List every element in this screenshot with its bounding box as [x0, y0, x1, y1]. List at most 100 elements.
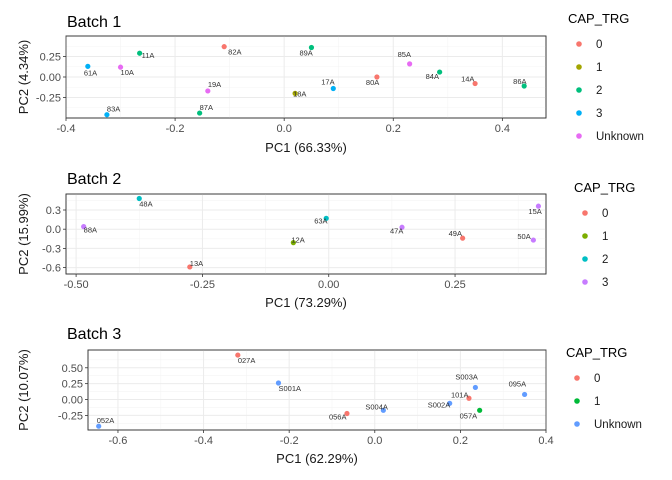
legend: CAP_TRG 0 1 Unknown — [566, 345, 642, 431]
y-axis-title: PC2 (4.34%) — [16, 40, 31, 114]
data-point-48A — [136, 195, 142, 202]
point-label: 056A — [329, 412, 347, 421]
legend-label: Unknown — [594, 419, 642, 431]
y-axis-title: PC2 (15.99%) — [16, 193, 31, 275]
legend-key — [576, 64, 582, 70]
data-point-14A — [472, 80, 478, 87]
point-label: 49A — [449, 229, 462, 238]
legend-label: 3 — [602, 277, 608, 289]
y-tick-label: 0.25 — [40, 52, 61, 64]
point-label: S001A — [278, 384, 301, 393]
point-label: 027A — [238, 356, 256, 365]
y-tick-label: 0.25 — [62, 379, 83, 391]
point-label: 13A — [190, 259, 203, 268]
x-tick-label: 0.2 — [386, 123, 401, 135]
x-tick-label: 0.4 — [538, 435, 553, 447]
x-tick-label: 0.00 — [318, 279, 339, 291]
data-point-052A — [96, 423, 102, 429]
legend-key — [576, 110, 582, 116]
legend-key — [576, 133, 582, 139]
data-point-057A — [477, 407, 483, 413]
x-axis-title: PC1 (66.33%) — [265, 140, 347, 155]
point-label: 82A — [228, 48, 241, 57]
legend-key — [576, 87, 582, 93]
data-point-49A — [460, 235, 466, 241]
y-tick-label: 0.00 — [40, 72, 61, 84]
panel-batch-1: -0.4 -0.2 0.0 0.2 0.4 -0.25 0.00 0.25 Batch 1 PC1… — [16, 11, 644, 155]
legend-key — [582, 256, 588, 262]
x-tick-label: 0.0 — [367, 435, 382, 447]
data-point-83A — [104, 112, 110, 118]
point-label: S004A — [365, 402, 388, 411]
panel-title: Batch 1 — [67, 14, 121, 31]
y-tick-label: -0.3 — [42, 243, 61, 255]
y-tick-label: -0.25 — [58, 410, 83, 422]
legend-title: CAP_TRG — [574, 180, 635, 195]
x-tick-label: 0.4 — [495, 123, 510, 135]
point-label: 14A — [461, 75, 474, 84]
panel-batch-2: -0.50 -0.25 0.00 0.25 -0.6 -0.3 0.0 0.3 Batch 2 P… — [16, 171, 635, 310]
data-point-18A — [292, 90, 298, 96]
point-label: 18A — [293, 89, 306, 98]
point-label: 12A — [291, 236, 304, 245]
data-point-12A — [290, 240, 296, 246]
legend-key — [574, 421, 580, 427]
y-axis-title: PC2 (10.07%) — [16, 349, 31, 431]
point-label: 15A — [528, 207, 541, 216]
x-tick-label: 0.25 — [444, 279, 465, 291]
x-tick-label: -0.4 — [57, 123, 76, 135]
data-point-89A — [308, 44, 315, 51]
x-tick-label: -0.2 — [280, 435, 299, 447]
y-tick-label: -0.6 — [42, 263, 61, 275]
point-label: 17A — [321, 77, 334, 86]
data-point-S001A — [275, 380, 282, 386]
legend-label: 3 — [596, 108, 602, 120]
data-point-10A — [117, 64, 124, 70]
point-label: 89A — [299, 48, 312, 57]
data-point-87A — [197, 110, 203, 116]
data-point-17A — [330, 85, 336, 92]
point-label: 84A — [426, 72, 439, 81]
x-tick-label: 0.0 — [277, 123, 292, 135]
point-label: 11A — [142, 51, 155, 60]
legend: CAP_TRG 0 1 2 3 Unknown — [568, 11, 644, 143]
panel-background — [87, 349, 547, 431]
y-tick-label: -0.25 — [36, 93, 61, 105]
point-label: 48A — [139, 199, 152, 208]
x-tick-label: -0.2 — [166, 123, 185, 135]
legend-key — [582, 210, 588, 216]
data-point-S003A — [472, 384, 478, 391]
x-tick-label: -0.4 — [194, 435, 213, 447]
data-point-056A — [344, 410, 350, 417]
x-tick-label: -0.25 — [190, 279, 215, 291]
x-tick-label: -0.6 — [108, 435, 127, 447]
legend-label: Unknown — [596, 131, 644, 143]
point-label: 87A — [200, 103, 213, 112]
data-point-86A — [521, 83, 527, 89]
panel-border — [65, 193, 547, 275]
data-point-19A — [205, 88, 211, 94]
data-point-88A — [81, 224, 87, 230]
legend-key — [576, 41, 582, 47]
legend-label: 1 — [594, 396, 600, 408]
legend-title: CAP_TRG — [566, 345, 627, 360]
y-tick-label: 0.0 — [46, 224, 61, 236]
legend-title: CAP_TRG — [568, 11, 629, 26]
point-label: 85A — [398, 50, 411, 59]
point-label: 47A — [390, 226, 403, 235]
data-point-82A — [221, 44, 227, 50]
point-label: 63A — [314, 216, 327, 225]
x-tick-label: -0.50 — [64, 279, 89, 291]
data-point-85A — [407, 61, 413, 67]
data-point-095A — [521, 391, 528, 398]
legend-label: 2 — [602, 254, 608, 266]
data-point-027A — [235, 352, 241, 358]
legend-label: 0 — [602, 208, 608, 220]
panel-border — [87, 349, 547, 431]
data-point-50A — [530, 237, 536, 243]
legend-label: 0 — [596, 39, 602, 51]
legend-key — [574, 398, 580, 404]
data-point-80A — [374, 74, 380, 80]
point-label: 88A — [84, 226, 97, 235]
x-tick-label: 0.2 — [453, 435, 468, 447]
